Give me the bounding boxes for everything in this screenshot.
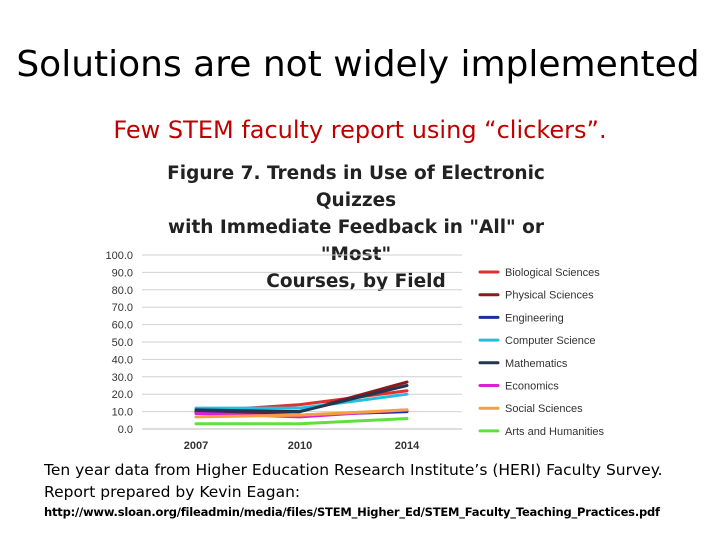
x-tick-label: 2014 xyxy=(395,440,420,452)
legend-label: Economics xyxy=(505,381,559,393)
legend-label: Engineering xyxy=(505,312,564,324)
y-tick-label: 50.0 xyxy=(112,337,133,349)
y-tick-label: 30.0 xyxy=(112,372,133,384)
series-line-social-sciences xyxy=(194,408,409,419)
x-tick-label: 2010 xyxy=(288,440,312,452)
footer-source-text: Ten year data from Higher Education Rese… xyxy=(44,461,663,479)
y-tick-label: 80.0 xyxy=(112,285,133,297)
series-line-mathematics xyxy=(194,384,409,414)
footer-url-link[interactable]: http://www.sloan.org/fileadmin/media/fil… xyxy=(44,505,660,519)
y-tick-label: 20.0 xyxy=(112,389,133,401)
legend-label: Biological Sciences xyxy=(505,267,600,279)
footer-author-text: Report prepared by Kevin Eagan: xyxy=(44,483,301,501)
legend-label: Mathematics xyxy=(505,358,568,370)
figure-title-line-1: Figure 7. Trends in Use of Electronic Qu… xyxy=(167,163,545,211)
y-tick-label: 0.0 xyxy=(118,424,133,436)
slide-title: Solutions are not widely implemented xyxy=(16,44,700,85)
y-tick-label: 70.0 xyxy=(112,302,133,314)
y-tick-label: 10.0 xyxy=(112,407,133,419)
series-line-computer-science xyxy=(194,392,409,410)
series-line-arts-and-humanities xyxy=(194,417,409,426)
legend-label: Physical Sciences xyxy=(505,290,594,302)
y-tick-label: 60.0 xyxy=(112,320,133,332)
figure-title-line-3: Courses, by Field xyxy=(266,271,446,292)
slide-subtitle: Few STEM faculty report using “clickers”… xyxy=(113,116,607,144)
legend-label: Arts and Humanities xyxy=(505,426,605,438)
y-tick-label: 90.0 xyxy=(112,267,133,279)
y-tick-label: 40.0 xyxy=(112,354,133,366)
x-tick-label: 2007 xyxy=(184,440,208,452)
legend-label: Computer Science xyxy=(505,335,596,347)
legend-label: Social Sciences xyxy=(505,403,583,415)
y-tick-label: 100.0 xyxy=(105,250,133,262)
